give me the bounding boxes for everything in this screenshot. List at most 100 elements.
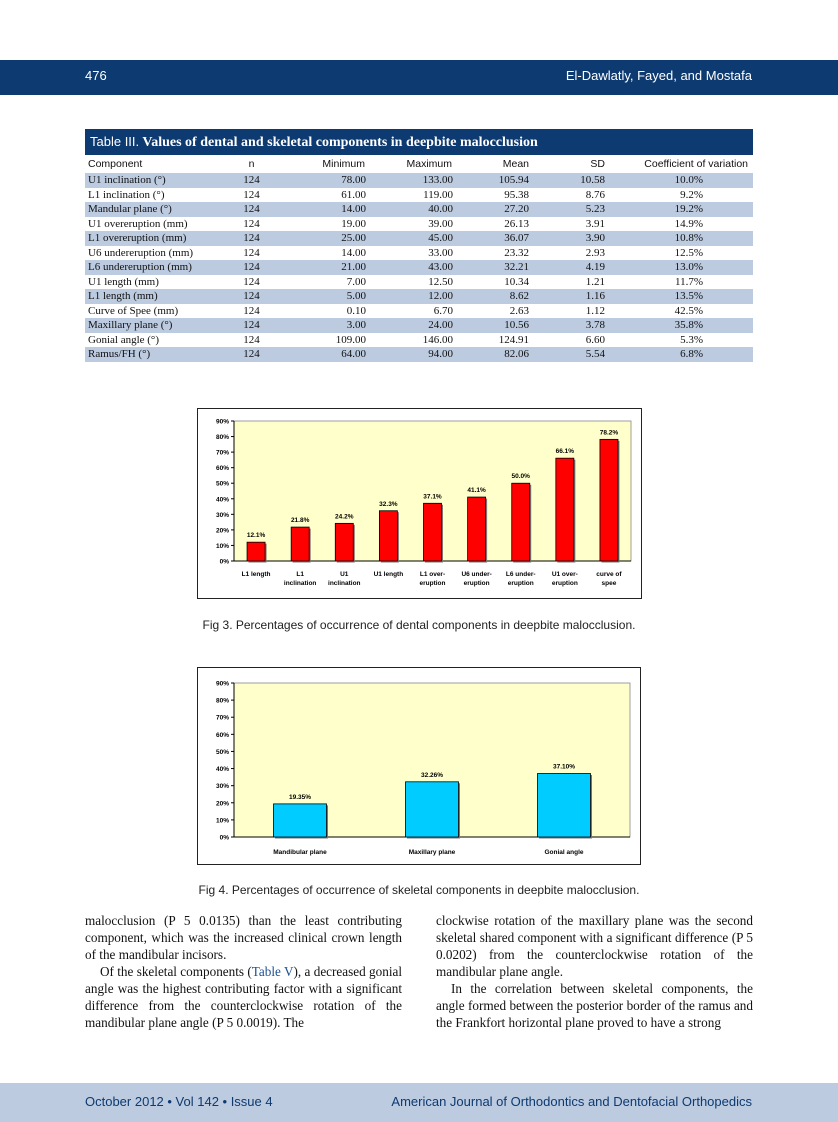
column-header: Minimum xyxy=(322,158,365,170)
table-cell: 105.94 xyxy=(498,174,529,187)
table-cell: 24.00 xyxy=(428,319,453,332)
x-tick-label: U1 length xyxy=(374,571,404,578)
table-body: U1 inclination (°) 124 78.00 133.00 105.94 10… xyxy=(85,173,753,362)
table-cell: 124 xyxy=(243,304,260,317)
table-cell: 6.60 xyxy=(585,333,605,346)
y-tick-label: 40% xyxy=(216,766,229,773)
bar xyxy=(290,526,310,562)
table-cell: 45.00 xyxy=(428,232,453,245)
table-v-link[interactable]: Table V xyxy=(251,964,294,979)
x-tick-label: eruption xyxy=(420,580,446,587)
table-cell: 13.5% xyxy=(674,290,703,303)
table-cell: 8.62 xyxy=(509,290,529,303)
y-tick-label: 20% xyxy=(216,527,229,534)
y-tick-label: 40% xyxy=(216,496,229,503)
x-tick-label: eruption xyxy=(508,580,534,587)
table-cell: 5.3% xyxy=(680,333,703,346)
x-tick-label: L1 xyxy=(296,571,304,578)
x-tick-label: spee xyxy=(602,580,617,587)
bar xyxy=(378,510,398,562)
column-header: Coefficient of variation xyxy=(644,158,748,170)
running-authors: El-Dawlatly, Fayed, and Mostafa xyxy=(565,68,752,83)
table-iii: Table III. Values of dental and skeletal… xyxy=(85,129,753,362)
table-cell: 3.90 xyxy=(585,232,605,245)
table-cell: 3.00 xyxy=(346,319,366,332)
bar xyxy=(405,781,459,838)
table-cell: U1 overeruption (mm) xyxy=(88,217,188,230)
fig3-caption: Fig 3. Percentages of occurrence of dent… xyxy=(202,618,636,632)
y-tick-label: 90% xyxy=(216,681,229,688)
table-cell: 124 xyxy=(243,217,260,230)
table-cell: U6 undereruption (mm) xyxy=(88,246,194,259)
paragraph: Of the skeletal components (Table V), a … xyxy=(85,963,402,1031)
fig3-chart: 0% 10% 20% 30% 40% 50% 60% 70% 80% 90% 12.1% L1 len… xyxy=(197,408,642,599)
table-cell: Mandular plane (°) xyxy=(88,203,172,216)
table-cell: 26.13 xyxy=(504,217,529,230)
data-label: 32.26% xyxy=(421,772,443,779)
bar xyxy=(467,496,487,562)
data-label: 24.2% xyxy=(335,513,354,520)
bar xyxy=(537,773,591,838)
bar xyxy=(555,457,575,562)
y-tick-label: 30% xyxy=(216,512,229,519)
y-tick-label: 20% xyxy=(216,800,229,807)
table-cell: 119.00 xyxy=(423,188,453,201)
table-cell: 95.38 xyxy=(504,188,529,201)
table-row: Maxillary plane (°) 124 3.00 24.00 10.56 3.78… xyxy=(85,318,753,333)
table-row: Gonial angle (°) 124 109.00 146.00 124.91 6.6… xyxy=(85,333,753,348)
table-cell: 12.00 xyxy=(428,290,453,303)
x-tick-label: inclination xyxy=(284,580,317,587)
table-cell: 124 xyxy=(243,275,260,288)
data-label: 78.2% xyxy=(600,429,619,436)
x-tick-label: L6 under- xyxy=(506,571,536,578)
y-tick-label: 50% xyxy=(216,481,229,488)
table-cell: U1 length (mm) xyxy=(88,275,159,288)
x-tick-label: eruption xyxy=(464,580,490,587)
table-cell: 7.00 xyxy=(346,275,366,288)
x-tick-label: U6 under- xyxy=(461,571,491,578)
table-cell: 2.63 xyxy=(509,304,529,317)
table-cell: Maxillary plane (°) xyxy=(88,319,173,332)
table-cell: 6.8% xyxy=(680,348,703,361)
table-cell: 124 xyxy=(243,174,260,187)
table-cell: 6.70 xyxy=(433,304,453,317)
journal-name: American Journal of Orthodontics and Den… xyxy=(391,1094,752,1109)
column-header: Mean xyxy=(502,158,529,170)
table-row: Curve of Spee (mm) 124 0.10 6.70 2.63 1.12 42.… xyxy=(85,304,753,319)
table-cell: 124 xyxy=(243,246,260,259)
table-cell: 13.0% xyxy=(674,261,703,274)
column-header: SD xyxy=(590,158,605,170)
running-header: 476 El-Dawlatly, Fayed, and Mostafa xyxy=(0,60,838,95)
table-cell: 124 xyxy=(243,348,260,361)
table-cell: 10.58 xyxy=(580,174,605,187)
y-tick-label: 30% xyxy=(216,783,229,790)
table-cell: 124.91 xyxy=(498,333,529,346)
table-cell: 21.00 xyxy=(341,261,366,274)
y-tick-label: 10% xyxy=(216,817,229,824)
running-footer: October 2012 • Vol 142 • Issue 4 America… xyxy=(0,1083,838,1122)
table-row: L1 length (mm) 124 5.00 12.00 8.62 1.16 13.5% xyxy=(85,289,753,304)
table-cell: L1 overeruption (mm) xyxy=(88,232,187,245)
body-column-right: clockwise rotation of the maxillary plan… xyxy=(436,912,753,1031)
table-cell: 124 xyxy=(243,188,260,201)
paragraph: clockwise rotation of the maxillary plan… xyxy=(436,913,753,979)
y-tick-label: 0% xyxy=(220,835,230,842)
table-cell: 124 xyxy=(243,319,260,332)
paragraph: malocclusion (P 5 0.0135) than the least… xyxy=(85,913,402,962)
table-cell: 1.21 xyxy=(585,275,605,288)
table-cell: 124 xyxy=(243,203,260,216)
body-column-left: malocclusion (P 5 0.0135) than the least… xyxy=(85,912,402,1031)
data-label: 32.3% xyxy=(379,501,398,508)
x-tick-label: Maxillary plane xyxy=(409,849,456,856)
table-label: Table III. xyxy=(90,134,140,149)
x-tick-label: inclination xyxy=(328,580,361,587)
table-cell: 64.00 xyxy=(341,348,366,361)
table-cell: 19.00 xyxy=(341,217,366,230)
bar xyxy=(273,803,327,838)
table-cell: 39.00 xyxy=(428,217,453,230)
table-cell: 2.93 xyxy=(585,246,605,259)
table-cell: 3.91 xyxy=(585,217,605,230)
issue-info: October 2012 • Vol 142 • Issue 4 xyxy=(85,1094,273,1109)
page-number: 476 xyxy=(85,68,107,83)
table-cell: Gonial angle (°) xyxy=(88,333,159,346)
